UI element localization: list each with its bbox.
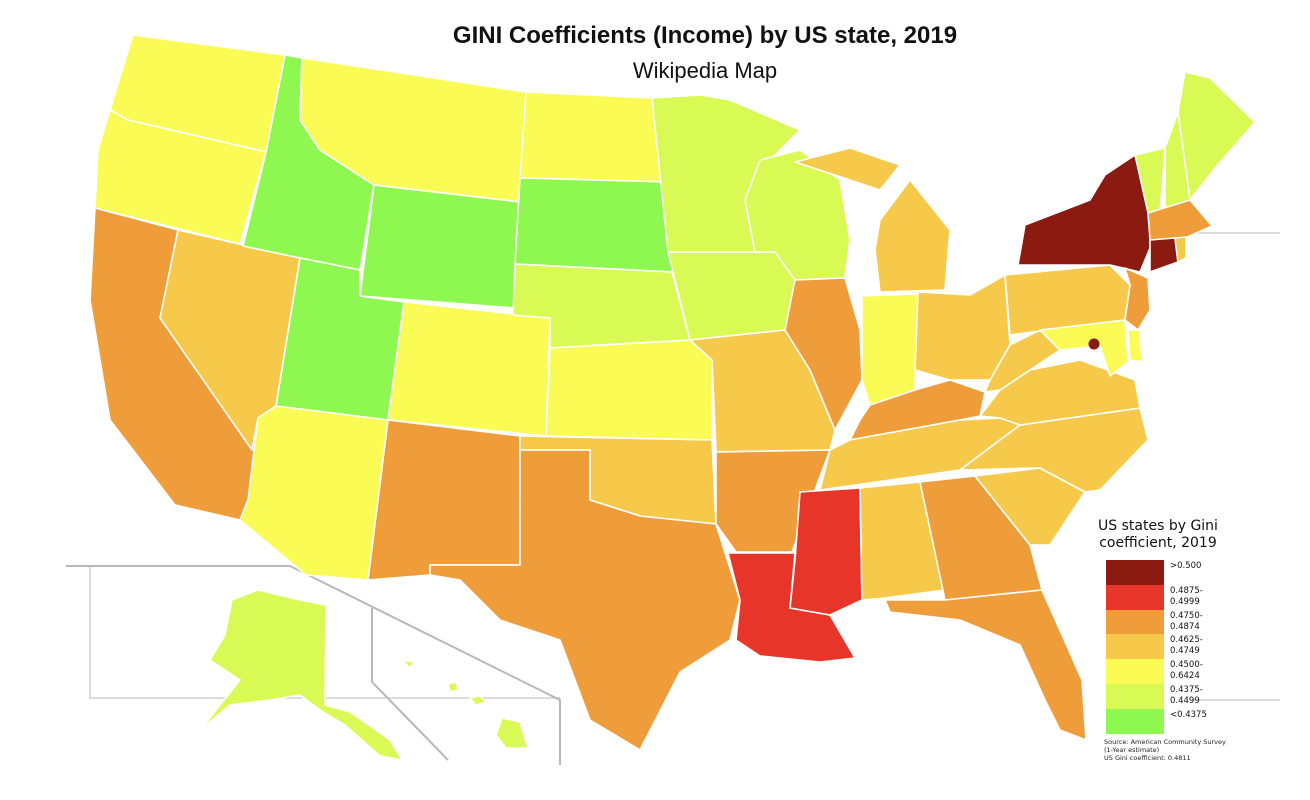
legend-swatch: [1106, 609, 1164, 635]
legend-item: 0.4750- 0.4874: [1098, 609, 1218, 635]
source-line: Source: American Community Survey: [1104, 737, 1226, 746]
state-NJ: [1124, 267, 1151, 331]
legend-label: 0.4625- 0.4749: [1170, 635, 1203, 657]
legend-title: US states by Gini coefficient, 2019: [1098, 518, 1218, 552]
state-KS: [545, 339, 713, 441]
state-SC: [974, 467, 1086, 546]
legend-label: 0.4875- 0.4999: [1170, 585, 1203, 607]
us-gini-note: US Gini coefficient: 0.4811: [1104, 753, 1191, 762]
state-NY: [1017, 154, 1151, 273]
legend-item: 0.4375- 0.4499: [1098, 683, 1218, 709]
state-DE: [1127, 329, 1143, 363]
state-NM: [367, 419, 521, 581]
legend-label: 0.4750- 0.4874: [1170, 610, 1203, 632]
state-WV: [984, 329, 1061, 393]
legend-swatch: [1106, 634, 1164, 660]
state-MA: [1147, 199, 1213, 241]
state-CO: [387, 301, 551, 437]
legend-item: <0.4375: [1098, 708, 1218, 734]
state-MD: [1039, 319, 1129, 377]
state-MI: [794, 147, 951, 293]
legend-label: >0.500: [1170, 561, 1202, 571]
state-WY: [359, 184, 521, 309]
state-AK: [199, 589, 403, 761]
legend-swatch: [1106, 683, 1164, 709]
map-title: GINI Coefficients (Income) by US state, …: [452, 22, 958, 49]
legend-swatch: [1106, 560, 1164, 585]
legend: US states by Gini coefficient, 2019 >0.5…: [1098, 518, 1226, 762]
state-AZ: [239, 405, 389, 581]
legend-item: 0.4500- 0.6424: [1098, 659, 1218, 684]
legend-swatch: [1106, 659, 1164, 684]
state-ME: [1177, 71, 1256, 201]
state-FL: [884, 589, 1087, 741]
state-WI: [744, 149, 851, 281]
legend-label: <0.4375: [1170, 709, 1207, 720]
state-IA: [667, 251, 799, 341]
state-MS: [789, 487, 863, 616]
state-AL: [859, 481, 946, 601]
state-DC: [1088, 338, 1100, 350]
legend-swatch: [1106, 584, 1164, 610]
legend-item: 0.4875- 0.4999: [1098, 584, 1218, 610]
state-RI: [1174, 236, 1187, 263]
legend-title-line2: coefficient, 2019: [1099, 535, 1217, 551]
source-line: (1-Year estimate): [1104, 745, 1160, 754]
legend-item: >0.500: [1098, 560, 1218, 585]
state-SD: [514, 177, 673, 273]
state-TX: [429, 449, 741, 751]
legend-label: 0.4500- 0.6424: [1170, 660, 1203, 682]
legend-title-line1: US states by Gini: [1098, 518, 1218, 534]
legend-swatch: [1106, 708, 1164, 734]
state-HI: [401, 659, 529, 749]
state-GA: [919, 475, 1043, 601]
state-IN: [861, 293, 919, 406]
legend-label: 0.4375- 0.4499: [1170, 684, 1203, 706]
inset-frame: [66, 232, 1280, 765]
state-IL: [784, 277, 863, 431]
state-CT: [1149, 237, 1179, 273]
map-subtitle: Wikipedia Map: [632, 58, 778, 83]
legend-item: 0.4625- 0.4749: [1098, 634, 1218, 660]
state-ND: [519, 91, 669, 183]
legend-source: Source: American Community Survey (1-Yea…: [1104, 737, 1226, 762]
